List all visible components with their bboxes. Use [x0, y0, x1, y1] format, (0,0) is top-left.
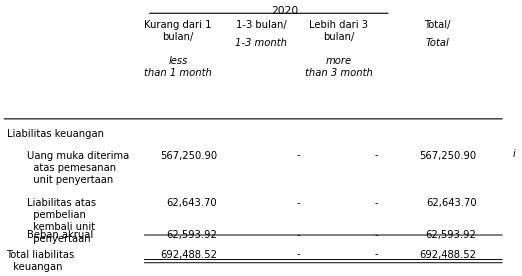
- Text: 1-3 bulan/: 1-3 bulan/: [235, 20, 287, 30]
- Text: 692,488.52: 692,488.52: [160, 250, 217, 259]
- Text: i: i: [513, 149, 516, 159]
- Text: 692,488.52: 692,488.52: [420, 250, 477, 259]
- Text: -: -: [374, 250, 378, 259]
- Text: 1-3 month: 1-3 month: [235, 38, 287, 48]
- Text: -: -: [296, 230, 300, 240]
- Text: Total liabilitas
  keuangan: Total liabilitas keuangan: [7, 250, 75, 272]
- Text: 62,643.70: 62,643.70: [426, 198, 477, 208]
- Text: Lebih dari 3
bulan/: Lebih dari 3 bulan/: [310, 20, 369, 42]
- Text: 567,250.90: 567,250.90: [419, 150, 477, 161]
- Text: less
than 1 month: less than 1 month: [144, 55, 212, 78]
- Text: more
than 3 month: more than 3 month: [305, 55, 373, 78]
- Text: Kurang dari 1
bulan/: Kurang dari 1 bulan/: [144, 20, 212, 42]
- Text: 62,593.92: 62,593.92: [166, 230, 217, 240]
- Text: 62,593.92: 62,593.92: [425, 230, 477, 240]
- Text: Liabilitas atas
  pembelian
  kembali unit
  penyertaan: Liabilitas atas pembelian kembali unit p…: [27, 198, 97, 244]
- Text: Liabilitas keuangan: Liabilitas keuangan: [7, 129, 103, 139]
- Text: Uang muka diterima
  atas pemesanan
  unit penyertaan: Uang muka diterima atas pemesanan unit p…: [27, 150, 129, 185]
- Text: Beban akrual: Beban akrual: [27, 230, 93, 240]
- Text: -: -: [296, 150, 300, 161]
- Text: -: -: [374, 198, 378, 208]
- Text: Total: Total: [425, 38, 449, 48]
- Text: 567,250.90: 567,250.90: [160, 150, 217, 161]
- Text: 2020: 2020: [271, 6, 298, 16]
- Text: -: -: [374, 230, 378, 240]
- Text: Total/: Total/: [424, 20, 451, 30]
- Text: 62,643.70: 62,643.70: [166, 198, 217, 208]
- Text: -: -: [296, 250, 300, 259]
- Text: -: -: [374, 150, 378, 161]
- Text: -: -: [296, 198, 300, 208]
